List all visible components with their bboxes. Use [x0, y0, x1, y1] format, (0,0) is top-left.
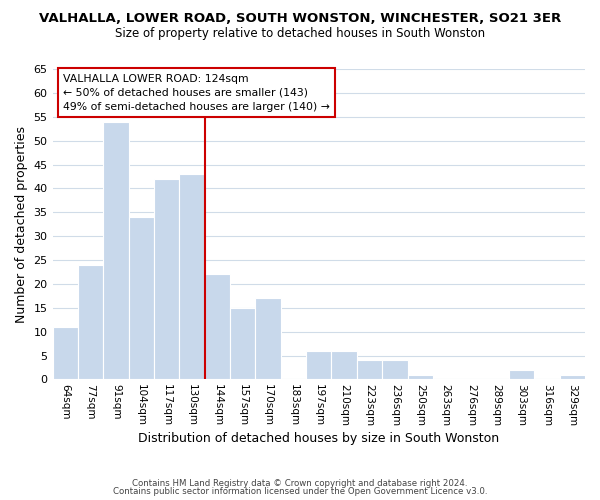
- Bar: [205, 274, 230, 380]
- Bar: [407, 374, 433, 380]
- Text: Contains public sector information licensed under the Open Government Licence v3: Contains public sector information licen…: [113, 488, 487, 496]
- Bar: [179, 174, 205, 380]
- Bar: [560, 374, 585, 380]
- Bar: [230, 308, 256, 380]
- Bar: [357, 360, 382, 380]
- Bar: [128, 217, 154, 380]
- Bar: [103, 122, 128, 380]
- Bar: [154, 179, 179, 380]
- Bar: [306, 351, 331, 380]
- Text: Contains HM Land Registry data © Crown copyright and database right 2024.: Contains HM Land Registry data © Crown c…: [132, 478, 468, 488]
- Y-axis label: Number of detached properties: Number of detached properties: [15, 126, 28, 322]
- Bar: [78, 265, 103, 380]
- Bar: [509, 370, 534, 380]
- Bar: [331, 351, 357, 380]
- Text: VALHALLA LOWER ROAD: 124sqm
← 50% of detached houses are smaller (143)
49% of se: VALHALLA LOWER ROAD: 124sqm ← 50% of det…: [63, 74, 330, 112]
- Bar: [53, 327, 78, 380]
- Text: VALHALLA, LOWER ROAD, SOUTH WONSTON, WINCHESTER, SO21 3ER: VALHALLA, LOWER ROAD, SOUTH WONSTON, WIN…: [39, 12, 561, 26]
- X-axis label: Distribution of detached houses by size in South Wonston: Distribution of detached houses by size …: [138, 432, 499, 445]
- Bar: [382, 360, 407, 380]
- Text: Size of property relative to detached houses in South Wonston: Size of property relative to detached ho…: [115, 28, 485, 40]
- Bar: [256, 298, 281, 380]
